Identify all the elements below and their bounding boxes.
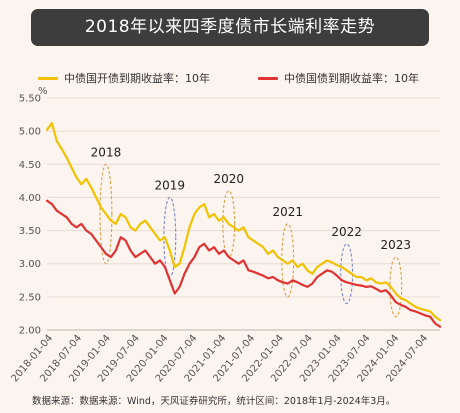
annotation-label: 2018 bbox=[91, 145, 122, 159]
annotation-label: 2019 bbox=[155, 178, 186, 192]
legend-label-1: 中债国开债到期收益率：10年 bbox=[64, 72, 210, 85]
y-tick-label: 3.00 bbox=[19, 259, 41, 270]
y-tick-label: 4.50 bbox=[19, 160, 41, 171]
y-tick-label: 2.50 bbox=[19, 292, 41, 303]
grid-lines bbox=[47, 97, 440, 331]
annotation-label: 2022 bbox=[331, 225, 362, 239]
annotation-ellipse bbox=[99, 163, 113, 265]
series-line-2 bbox=[45, 199, 442, 328]
legend-swatch-2 bbox=[258, 76, 278, 80]
data-source-note: 数据来源：数据来源：Wind，天风证券研究所，统计区间：2018年1月-2024… bbox=[32, 396, 396, 407]
legend-swatch-1 bbox=[38, 76, 58, 80]
y-tick-label: 2.00 bbox=[19, 326, 41, 337]
y-axis-unit: % bbox=[38, 86, 48, 97]
y-tick-label: 5.00 bbox=[19, 127, 41, 138]
y-tick-label: 3.50 bbox=[19, 226, 41, 237]
annotation-label: 2023 bbox=[381, 238, 412, 252]
annotation-label: 2021 bbox=[272, 205, 303, 219]
legend-item-2: 中债国债到期收益率：10年 bbox=[258, 68, 419, 88]
y-tick-label: 4.00 bbox=[19, 193, 41, 204]
annotation-label: 2020 bbox=[213, 172, 244, 186]
page-title: 2018年以来四季度债市长端利率走势 bbox=[31, 9, 429, 46]
series-layer bbox=[45, 122, 442, 328]
series-line-1 bbox=[45, 122, 442, 322]
legend-item-1: 中债国开债到期收益率：10年 bbox=[38, 68, 210, 88]
legend-label-2: 中债国债到期收益率：10年 bbox=[284, 72, 419, 85]
annotation-ellipse bbox=[222, 190, 236, 258]
y-tick-label: 5.50 bbox=[19, 94, 41, 105]
